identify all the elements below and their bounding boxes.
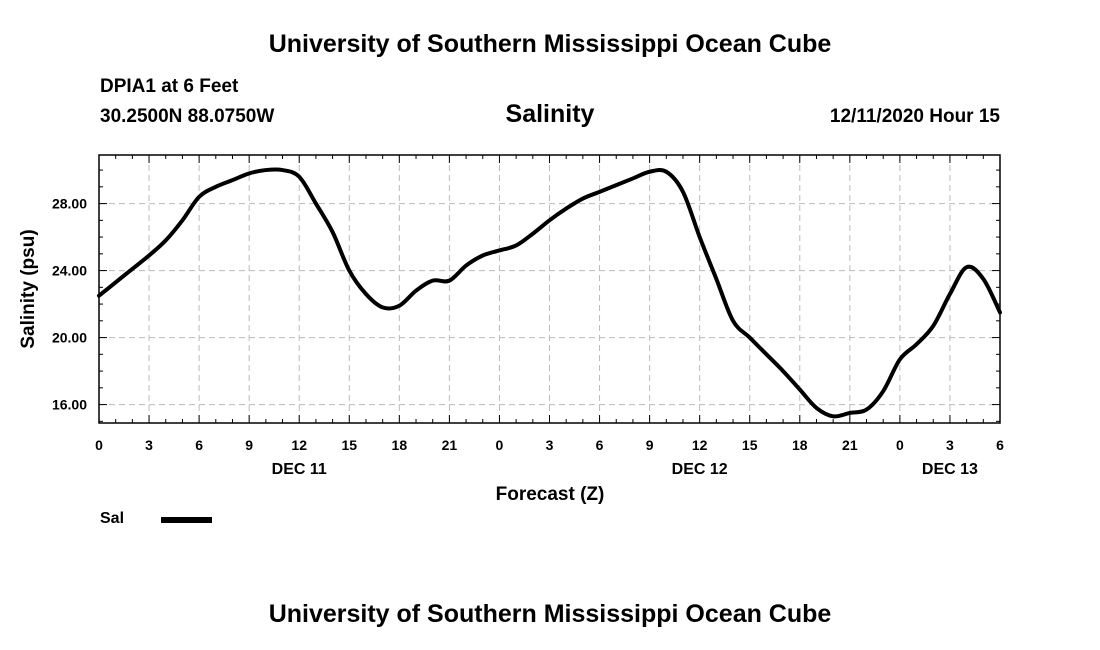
x-day-label: DEC 12 <box>672 461 728 478</box>
x-tick-label: 0 <box>496 437 504 453</box>
axis-labels: 0 3 6 9 12 15 18 21 0 3 6 9 12 15 18 21 0 3 6 DEC 11 DEC 12 D… <box>52 196 1004 478</box>
y-axis-label: Salinity (psu) <box>18 229 39 348</box>
x-tick-label: 18 <box>792 437 808 453</box>
x-tick-label: 6 <box>596 437 604 453</box>
forecast-datetime: 12/11/2020 Hour 15 <box>829 106 1000 127</box>
x-tick-label: 9 <box>646 437 654 453</box>
x-tick-label: 3 <box>946 437 954 453</box>
y-tick-label: 20.00 <box>52 330 87 346</box>
coordinates-label: 30.2500N 88.0750W <box>100 106 275 127</box>
salinity-series-line <box>97 167 1002 419</box>
x-tick-label: 18 <box>392 437 408 453</box>
x-tick-label: 0 <box>95 437 103 453</box>
x-day-label: DEC 13 <box>922 461 978 478</box>
legend-label: Sal <box>100 510 125 527</box>
x-axis-label: Forecast (Z) <box>496 484 605 505</box>
grid-lines <box>99 155 1000 423</box>
x-tick-label: 21 <box>442 437 458 453</box>
station-label: DPIA1 at 6 Feet <box>100 76 239 97</box>
chart-title: University of Southern Mississippi Ocean… <box>268 30 832 58</box>
x-tick-label: 3 <box>145 437 153 453</box>
x-tick-label: 6 <box>195 437 203 453</box>
plot-frame <box>98 154 1001 424</box>
x-tick-label: 21 <box>842 437 858 453</box>
x-tick-label: 6 <box>996 437 1004 453</box>
x-tick-label: 12 <box>692 437 708 453</box>
x-tick-label: 12 <box>291 437 307 453</box>
legend-swatch <box>161 517 212 523</box>
x-day-label: DEC 11 <box>272 461 327 478</box>
x-tick-label: 3 <box>546 437 554 453</box>
y-tick-label: 16.00 <box>52 397 87 413</box>
x-tick-label: 15 <box>341 437 357 453</box>
x-tick-label: 0 <box>896 437 904 453</box>
x-tick-label: 15 <box>742 437 758 453</box>
y-tick-label: 24.00 <box>52 263 87 279</box>
footer-title: University of Southern Mississippi Ocean… <box>268 600 832 628</box>
x-tick-label: 9 <box>245 437 253 453</box>
y-tick-label: 28.00 <box>52 196 87 212</box>
variable-title: Salinity <box>505 100 595 128</box>
